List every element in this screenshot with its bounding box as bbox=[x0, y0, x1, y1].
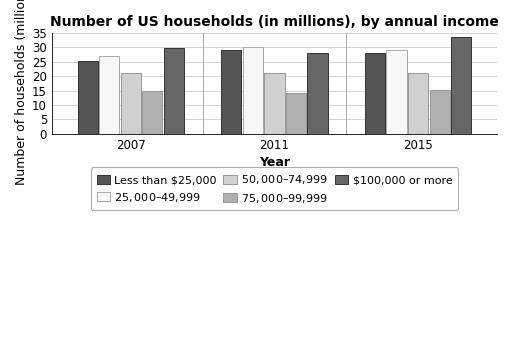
Bar bbox=[308, 53, 328, 134]
Bar bbox=[142, 91, 162, 134]
Bar bbox=[408, 73, 428, 134]
Bar bbox=[430, 90, 450, 134]
Bar bbox=[164, 48, 184, 134]
Legend: Less than $25,000, $25,000–$49,999, $50,000–$74,999, $75,000–$99,999, $100,000 o: Less than $25,000, $25,000–$49,999, $50,… bbox=[91, 167, 458, 210]
Bar bbox=[365, 53, 385, 134]
Bar bbox=[243, 47, 263, 134]
Bar bbox=[78, 61, 98, 134]
X-axis label: Year: Year bbox=[259, 156, 290, 169]
Bar bbox=[387, 50, 407, 134]
Bar bbox=[286, 93, 306, 134]
Bar bbox=[99, 56, 119, 134]
Bar bbox=[264, 73, 285, 134]
Y-axis label: Number of households (millions): Number of households (millions) bbox=[15, 0, 28, 185]
Bar bbox=[121, 73, 141, 134]
Bar bbox=[451, 37, 471, 134]
Bar bbox=[221, 50, 242, 134]
Title: Number of US households (in millions), by annual income: Number of US households (in millions), b… bbox=[50, 15, 499, 29]
